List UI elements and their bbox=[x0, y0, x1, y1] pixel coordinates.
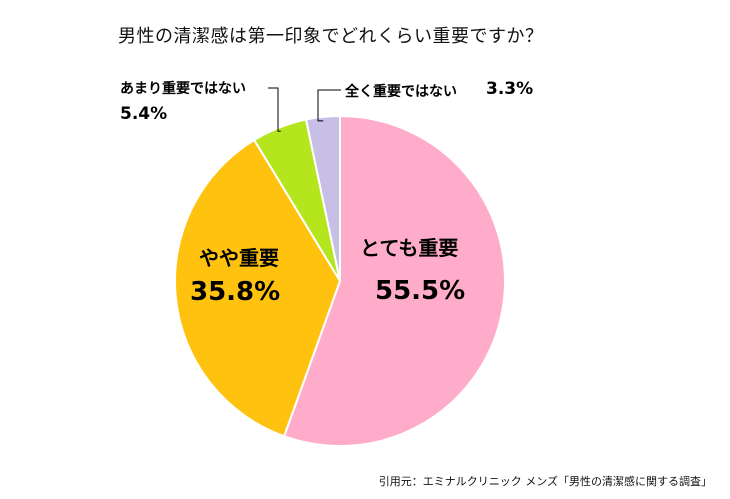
pie-slice-not-important-at-all bbox=[304, 114, 341, 282]
source-citation: 引用元：エミナルクリニック メンズ「男性の清潔感に関する調査」 bbox=[378, 475, 712, 488]
leader-line-not-important-at-all bbox=[317, 89, 341, 122]
slice-label-somewhat-important: やや重要 bbox=[199, 246, 279, 270]
pie-slices bbox=[173, 114, 506, 447]
pie-slice-very-important bbox=[282, 114, 506, 447]
chart-title: 男性の清潔感は第一印象でどれくらい重要ですか？ bbox=[118, 26, 544, 47]
slice-value-not-very-important: 5.4% bbox=[120, 104, 168, 124]
slice-value-very-important: 55.5% bbox=[375, 276, 466, 306]
slice-value-not-important-at-all: 3.3% bbox=[486, 79, 534, 99]
slice-label-not-very-important: あまり重要ではない bbox=[120, 81, 246, 97]
slice-value-somewhat-important: 35.8% bbox=[190, 277, 281, 307]
leader-line-not-very-important bbox=[268, 87, 281, 132]
slice-label-very-important: とても重要 bbox=[360, 236, 459, 260]
leader-lines bbox=[268, 87, 341, 132]
slice-label-not-important-at-all: 全く重要ではない bbox=[345, 84, 457, 100]
